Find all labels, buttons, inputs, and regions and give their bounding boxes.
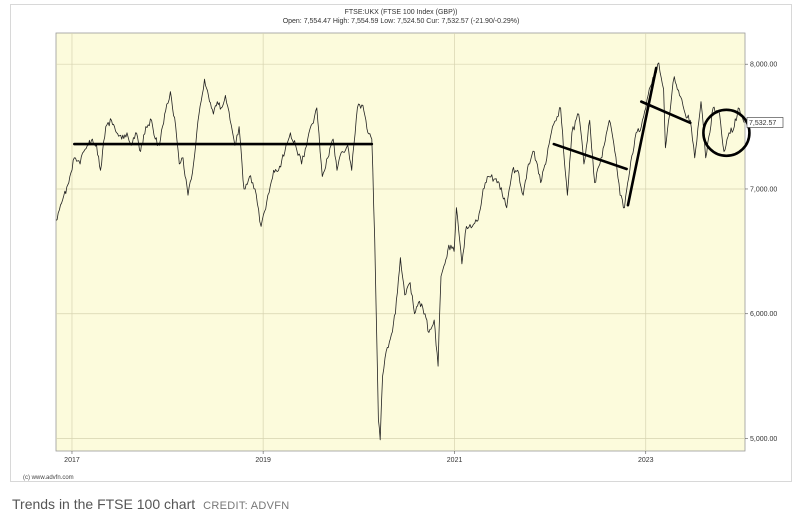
y-tick-label: 7,000.00 (750, 186, 777, 193)
trend-line (552, 142, 628, 171)
y-axis: 8,000.00 7,000.00 6,000.00 5,000.00 (745, 62, 777, 443)
chart-title: FTSE:UKX (FTSE 100 Index (GBP)) (345, 9, 458, 16)
annotation-group (73, 66, 751, 207)
x-tick-label: 2019 (255, 457, 271, 464)
x-tick-label: 2023 (638, 457, 654, 464)
trend-line (639, 100, 692, 125)
figure-caption: Trends in the FTSE 100 chart (12, 496, 196, 512)
chart-subtitle: Open: 7,554.47 High: 7,554.59 Low: 7,524… (283, 18, 520, 25)
current-value-marker: 7,532.57 (746, 117, 784, 128)
ftse-chart: FTSE:UKX (FTSE 100 Index (GBP)) Open: 7,… (23, 9, 784, 481)
figure-credit: CREDIT: ADVFN (203, 500, 290, 512)
highlight-circle (702, 108, 751, 158)
series-group (55, 62, 745, 441)
x-axis: 2017 2019 2021 2023 (64, 451, 654, 464)
current-value-box (746, 117, 784, 128)
x-tick-label: 2017 (64, 457, 80, 464)
ftse-series-line (55, 62, 745, 441)
x-tick-label: 2021 (447, 457, 463, 464)
chart-credit: (c) www.advfn.com (23, 475, 74, 481)
grid (56, 33, 745, 451)
caption-row: Trends in the FTSE 100 chart CREDIT: ADV… (12, 496, 290, 518)
chart-frame: FTSE:UKX (FTSE 100 Index (GBP)) Open: 7,… (10, 4, 792, 482)
y-tick-label: 8,000.00 (750, 62, 777, 69)
current-value-label: 7,532.57 (749, 120, 776, 127)
plot-area (55, 32, 746, 452)
y-tick-label: 5,000.00 (750, 436, 777, 443)
trend-line (626, 66, 658, 207)
y-tick-label: 6,000.00 (750, 311, 777, 318)
